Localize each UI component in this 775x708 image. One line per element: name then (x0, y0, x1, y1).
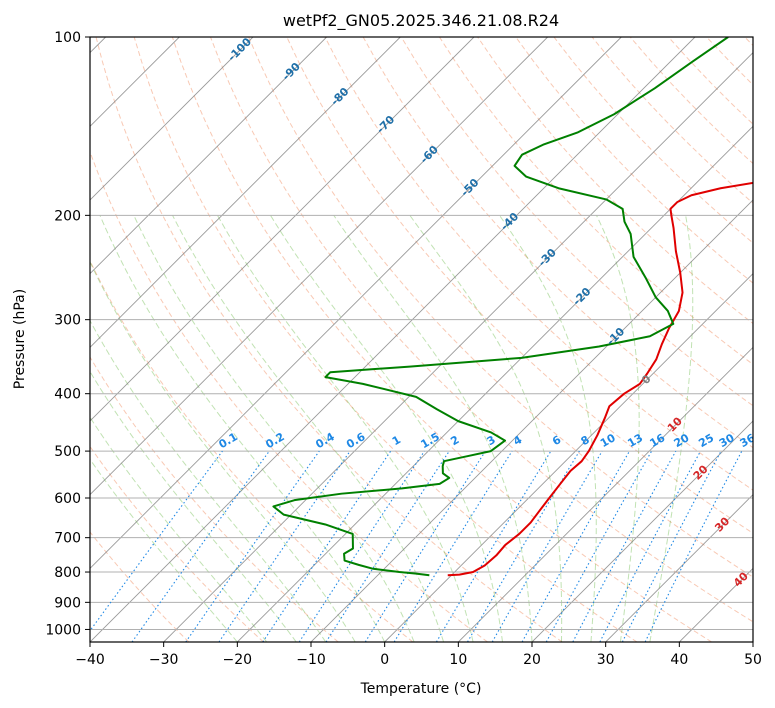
moist-adiabat-line (90, 260, 356, 642)
x-tick-label: 10 (449, 652, 467, 668)
mixing-ratio-line (545, 450, 653, 642)
isotherm-line (90, 37, 548, 496)
x-tick-label: −10 (296, 652, 326, 668)
dry-adiabat-line (515, 37, 753, 284)
background-lines (90, 37, 753, 642)
isotherm-line (310, 199, 753, 642)
mixing-ratio-line (644, 450, 743, 642)
temperature-profile (447, 181, 753, 577)
moist-adiabat-line (90, 319, 327, 642)
dry-adiabat-line (248, 37, 753, 578)
moist-adiabat-line (133, 215, 415, 642)
isotherm-line (90, 37, 475, 422)
isotherm-line (90, 37, 254, 201)
moist-adiabat-line (217, 215, 474, 642)
isotherm-line (531, 420, 753, 642)
mixing-ratio-line (262, 450, 392, 642)
dry-adiabat-line (90, 445, 264, 642)
mixing-ratio-line (572, 450, 677, 642)
y-tick-label: 1000 (45, 622, 81, 638)
y-tick-label: 300 (54, 313, 81, 329)
dry-adiabat-line (90, 356, 339, 642)
mixing-ratio-line (131, 450, 270, 642)
plot-background (90, 37, 753, 642)
dry-adiabat-line (324, 37, 753, 491)
x-axis: −40 −30 −20 −10 0 10 20 30 40 50 (75, 642, 762, 668)
mixing-ratio-line (521, 450, 630, 642)
dry-adiabat-line (95, 37, 563, 642)
x-tick-label: 0 (380, 652, 389, 668)
mixing-ratio-line (185, 450, 320, 642)
isotherm-line (237, 125, 753, 642)
dry-adiabat-line (400, 37, 753, 407)
moist-adiabat-line (333, 215, 533, 642)
mixing-ratio-line (90, 450, 223, 632)
y-axis: 100 200 300 400 500 600 700 800 900 1000 (45, 30, 90, 638)
chart-title: wetPf2_GN05.2025.346.21.08.R24 (283, 11, 559, 31)
y-tick-label: 600 (54, 491, 81, 507)
moist-adiabat-line (649, 215, 694, 642)
x-tick-label: 20 (523, 652, 541, 668)
dry-adiabat-line (90, 150, 488, 642)
mixing-ratio-line (325, 450, 450, 642)
y-tick-label: 700 (54, 531, 81, 547)
x-tick-label: −40 (75, 652, 105, 668)
isotherm-line (458, 346, 753, 642)
mixing-ratio-line (298, 450, 425, 642)
y-tick-label: 500 (54, 444, 81, 460)
moist-adiabat-line (90, 370, 297, 642)
x-tick-label: 30 (597, 652, 615, 668)
dry-adiabat-line (210, 37, 753, 623)
isotherm-line (90, 37, 401, 348)
moist-adiabat-line (270, 215, 504, 642)
plot-frame (89, 36, 754, 643)
mixing-ratio-label: 36 (738, 431, 758, 450)
x-axis-title: Temperature (°C) (360, 681, 482, 697)
y-tick-label: 400 (54, 387, 81, 403)
moist-adiabat-line (499, 215, 597, 642)
x-tick-label: −20 (223, 652, 253, 668)
isotherm-line (163, 52, 753, 642)
y-axis-title: Pressure (hPa) (12, 289, 28, 389)
isotherm-line (605, 494, 753, 642)
y-tick-label: 100 (54, 30, 81, 46)
isotherm-line (90, 37, 622, 569)
moist-adiabat-line (90, 458, 238, 642)
isotherm-line (90, 37, 696, 642)
isotherm-line (752, 641, 753, 642)
mixing-ratio-line (393, 450, 513, 642)
moist-adiabat-line (409, 215, 563, 642)
profiles (272, 37, 753, 577)
dewpoint-profile (272, 37, 729, 577)
y-tick-label: 200 (54, 208, 81, 224)
isotherm-line (384, 273, 753, 642)
dry-adiabat-line (133, 37, 638, 642)
moist-adiabat-line (172, 215, 445, 642)
dry-adiabat-line (439, 37, 753, 366)
moist-adiabat-line (90, 416, 268, 642)
y-tick-label: 900 (54, 595, 81, 611)
dry-adiabat-line (171, 37, 712, 642)
x-tick-label: −30 (149, 652, 179, 668)
dry-adiabat-line (90, 531, 190, 642)
y-tick-label: 800 (54, 565, 81, 581)
isotherm-line (90, 37, 327, 275)
x-tick-label: 50 (744, 652, 762, 668)
mixing-ratio-line (218, 450, 351, 642)
x-tick-label: 40 (670, 652, 688, 668)
moist-adiabat-line (596, 215, 640, 642)
